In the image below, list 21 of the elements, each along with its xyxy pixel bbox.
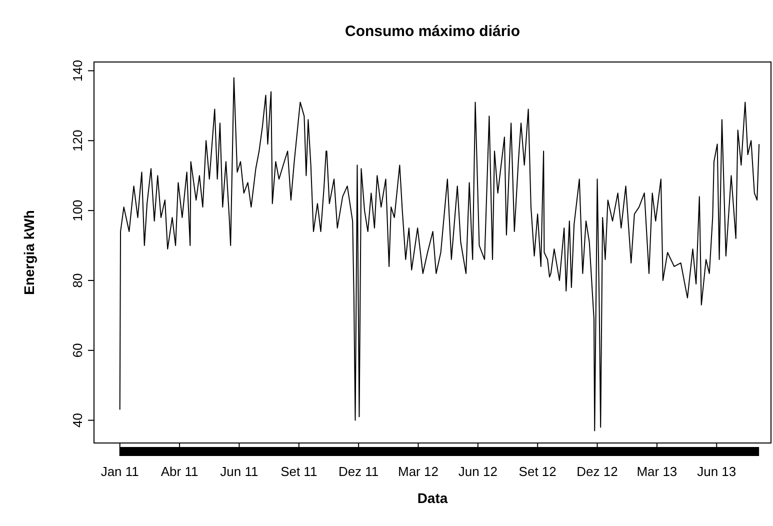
x-tick-label: Abr 11 [160, 464, 198, 479]
y-tick-label: 120 [70, 130, 85, 152]
y-axis-title: Energia kWh [21, 210, 37, 295]
y-tick-label: 100 [70, 200, 85, 222]
x-tick-label: Jun 13 [697, 464, 736, 479]
x-tick-label: Jun 11 [220, 464, 258, 479]
y-tick-label: 140 [70, 60, 85, 82]
x-tick-label: Jun 12 [458, 464, 498, 479]
chart-title: Consumo máximo diário [344, 23, 520, 40]
y-tick-label: 60 [70, 343, 85, 358]
x-tick-label: Mar 12 [398, 464, 438, 479]
x-tick-label: Dez 11 [338, 464, 379, 479]
x-tick-label: Jan 11 [100, 464, 139, 479]
line-series [119, 77, 760, 432]
x-tick-label: Dez 12 [576, 464, 618, 479]
x-axis-title: Data [417, 490, 448, 506]
x-tick-label: Set 11 [280, 464, 318, 479]
y-tick-label: 40 [70, 413, 85, 428]
x-tick-label: Mar 13 [636, 464, 678, 479]
y-tick-label: 80 [70, 273, 85, 288]
x-tick-label: Set 12 [518, 464, 556, 479]
